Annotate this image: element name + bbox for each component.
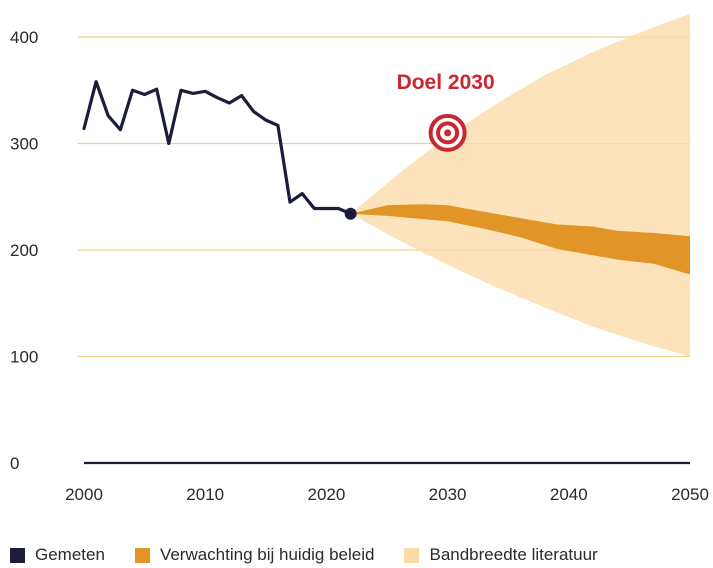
x-tick-label-2020: 2020 bbox=[307, 485, 345, 504]
target-label: Doel 2030 bbox=[397, 71, 495, 94]
y-tick-labels: 0 100 200 300 400 bbox=[10, 28, 38, 473]
legend-label-forecast: Verwachting bij huidig beleid bbox=[159, 545, 375, 564]
legend-label-measured: Gemeten bbox=[35, 545, 105, 564]
x-tick-label-2010: 2010 bbox=[186, 485, 224, 504]
legend-item-band: Bandbreedte literatuur bbox=[404, 545, 598, 565]
legend-swatch-forecast bbox=[134, 547, 150, 563]
y-tick-label-400: 400 bbox=[10, 28, 38, 47]
legend-swatch-measured bbox=[10, 547, 25, 563]
forecast-band bbox=[350, 204, 690, 275]
x-tick-label-2040: 2040 bbox=[550, 485, 588, 504]
literature-range-band bbox=[350, 13, 690, 357]
y-tick-label-200: 200 bbox=[10, 241, 38, 260]
measured-endpoint bbox=[344, 207, 357, 220]
annotations: Doel 2030 bbox=[397, 71, 495, 152]
x-tick-label-2050: 2050 bbox=[671, 485, 709, 504]
series-bands bbox=[350, 13, 690, 357]
target-center bbox=[444, 129, 452, 137]
legend-item-forecast: Verwachting bij huidig beleid bbox=[134, 545, 375, 565]
y-tick-label-0: 0 bbox=[10, 454, 19, 473]
x-tick-labels: 2000 2010 2020 2030 2040 2050 bbox=[65, 485, 709, 504]
legend-label-band: Bandbreedte literatuur bbox=[429, 545, 598, 564]
series-lines bbox=[82, 80, 357, 220]
x-tick-label-2000: 2000 bbox=[65, 485, 103, 504]
y-tick-label-300: 300 bbox=[10, 135, 38, 154]
legend-swatch-band bbox=[404, 547, 420, 563]
legend: Gemeten Verwachting bij huidig beleid Ba… bbox=[10, 545, 628, 565]
legend-item-measured: Gemeten bbox=[10, 545, 105, 565]
y-tick-label-100: 100 bbox=[10, 348, 38, 367]
measured-line bbox=[82, 80, 353, 216]
x-tick-label-2030: 2030 bbox=[429, 485, 467, 504]
